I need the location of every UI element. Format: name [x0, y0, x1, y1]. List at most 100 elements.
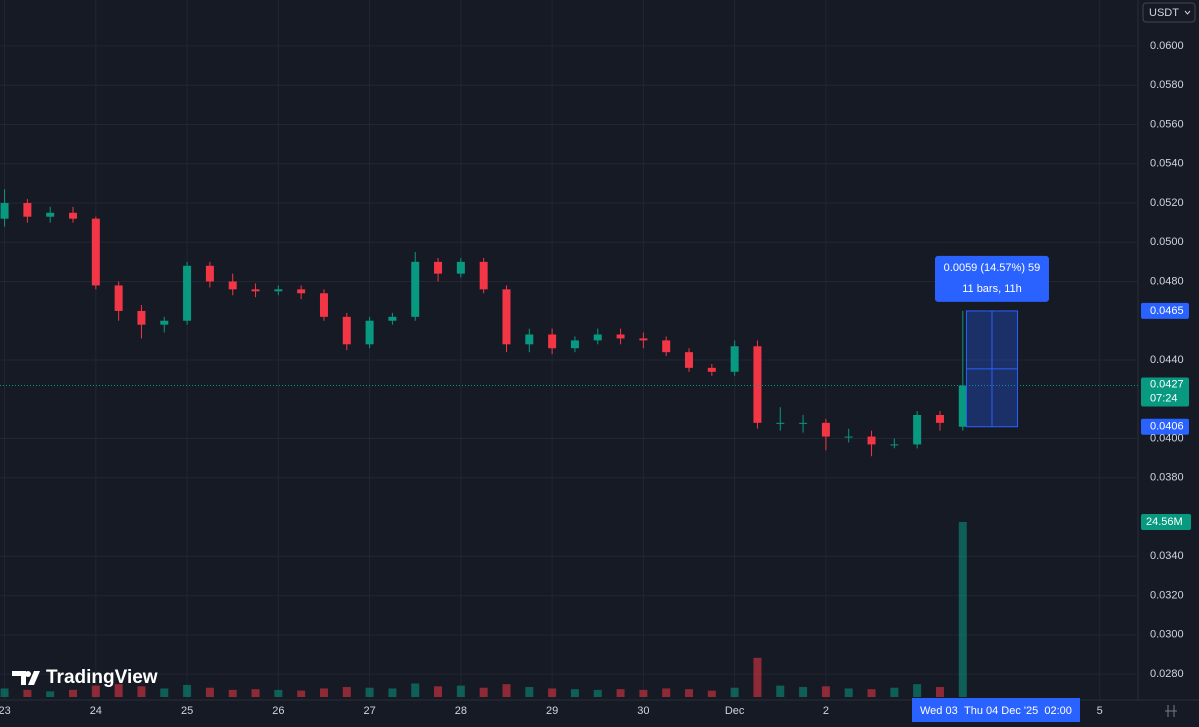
volume-bar — [639, 689, 648, 697]
candle-body — [593, 334, 602, 341]
y-tick-label: 0.0480 — [1150, 275, 1184, 287]
volume-bar — [707, 690, 716, 697]
x-tick-label: 28 — [455, 705, 467, 717]
volume-label: 24.56M — [1146, 516, 1183, 528]
candle-body — [639, 338, 648, 341]
x-tick-label: 2 — [823, 705, 829, 717]
crosshair-time: Thu 04 Dec '25 02:00 — [964, 705, 1072, 717]
candle-body — [137, 310, 146, 325]
y-tick-label: 0.0440 — [1150, 354, 1184, 366]
settings-icon[interactable] — [1165, 705, 1177, 717]
brand: TradingView — [12, 667, 158, 688]
volume-bar — [228, 689, 237, 697]
candle-body — [616, 334, 625, 339]
candle-body — [69, 212, 78, 219]
volume-bar — [685, 689, 694, 697]
candle-body — [23, 202, 32, 217]
volume-bar — [274, 689, 283, 697]
candle-body — [342, 316, 351, 345]
volume-bar — [913, 684, 922, 697]
candle-body — [91, 218, 100, 286]
volume-bar — [365, 687, 374, 697]
volume-bar — [935, 687, 944, 697]
overlay: 0.0427 07:24 0.0059 (14.57%) 59 11 bars, 11… — [0, 255, 1191, 722]
candle-body — [776, 422, 785, 424]
candle-body — [456, 261, 465, 274]
candle-body — [46, 212, 55, 217]
candle-body — [958, 385, 967, 427]
volume-bar — [388, 688, 397, 697]
volume-bar — [251, 689, 260, 697]
volume-bar — [319, 688, 328, 697]
volume-bar — [616, 689, 625, 697]
time-range-highlight — [912, 698, 1080, 722]
brand-name: TradingView — [46, 667, 158, 688]
candle-body — [228, 281, 237, 290]
volume-bar — [411, 683, 420, 697]
candle-body — [730, 346, 739, 372]
volume-bar — [183, 684, 192, 697]
volume-bar — [730, 687, 739, 697]
currency[interactable]: USDT — [1149, 7, 1179, 19]
volume-bar — [91, 685, 100, 697]
y-tick-label: 0.0540 — [1150, 158, 1184, 170]
volume-bar — [799, 687, 808, 697]
candle-body — [388, 316, 397, 321]
volume-bar — [297, 690, 306, 697]
currency-box[interactable] — [1142, 2, 1196, 23]
candle-body — [525, 334, 534, 345]
volume-bar — [593, 689, 602, 697]
measure-tooltip — [934, 255, 1049, 302]
y-tick-label: 0.0560 — [1150, 118, 1184, 130]
candle-body — [434, 261, 443, 274]
candle-body — [662, 340, 671, 353]
volume-bar — [342, 687, 351, 697]
candle-body — [707, 367, 716, 372]
x-tick-label: 25 — [181, 705, 193, 717]
y-tick-label: 0.0280 — [1150, 668, 1184, 680]
measure-price-label: 0.0465 — [1150, 305, 1184, 317]
candle-body — [867, 436, 876, 445]
x-tick-label: 30 — [637, 705, 649, 717]
volume-bar — [821, 686, 830, 697]
candle-body — [160, 320, 169, 325]
volume-bar — [23, 689, 32, 697]
candle-body — [183, 265, 192, 321]
volume-bar — [890, 687, 899, 697]
volume-bar — [662, 688, 671, 697]
candles — [0, 189, 967, 457]
volume — [0, 522, 967, 697]
volume-bar — [570, 689, 579, 697]
x-tick-label: 23 — [0, 705, 11, 717]
currency-caret[interactable] — [1184, 10, 1191, 15]
currency-button[interactable]: USDT — [1142, 2, 1196, 23]
volume-bar — [525, 687, 534, 697]
volume-bar — [479, 687, 488, 697]
volume-bar — [114, 684, 123, 697]
current-price-label: 0.0427 — [1150, 378, 1184, 390]
candle-body — [411, 261, 420, 317]
x-tick-label: 24 — [90, 705, 102, 717]
volume-bar — [502, 684, 511, 697]
candle-body — [114, 285, 123, 311]
brand-logo — [12, 671, 40, 685]
countdown: 07:24 — [1150, 392, 1178, 404]
candle-body — [502, 289, 511, 345]
hover-date: Wed 03 — [920, 705, 958, 717]
measure-price-tag — [1141, 302, 1189, 319]
x-tick-label: 26 — [272, 705, 284, 717]
volume-bar — [137, 686, 146, 697]
measure-text: 0.0059 (14.57%) 59 — [944, 262, 1041, 274]
measure-price-label: 0.0406 — [1150, 421, 1184, 433]
y-tick-label: 0.0300 — [1150, 629, 1184, 641]
candle-body — [365, 320, 374, 345]
volume-bar — [205, 687, 214, 697]
candle-body — [319, 293, 328, 317]
brand-logo-dot — [25, 671, 31, 677]
candle-body — [685, 352, 694, 368]
y-tick-label: 0.0580 — [1150, 79, 1184, 91]
volume-tag — [1141, 514, 1191, 530]
measure-subtext: 11 bars, 11h — [962, 283, 1022, 295]
x-tick-label: 29 — [546, 705, 558, 717]
